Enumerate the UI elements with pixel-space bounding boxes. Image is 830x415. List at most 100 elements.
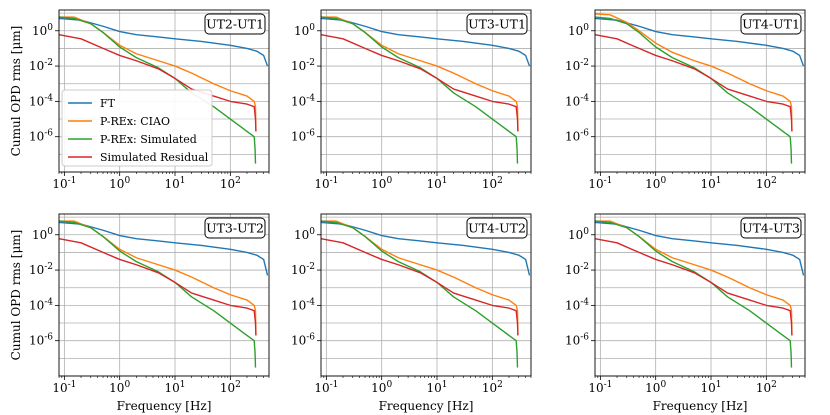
panel-ut3-ut2: 10-1 100 101 102 100 10-2 10-4 10-6 UT3-UT2 Frequ… bbox=[9, 213, 270, 413]
axes-frame bbox=[58, 9, 270, 173]
panel-title-box bbox=[204, 13, 266, 35]
legend-label: FT bbox=[100, 97, 116, 110]
x-tick-label: 102 bbox=[756, 176, 777, 191]
panel-title: UT2-UT1 bbox=[206, 17, 264, 32]
x-tick-label: 100 bbox=[371, 380, 392, 395]
x-tick-label: 10-1 bbox=[588, 176, 612, 191]
panel-title-box bbox=[740, 217, 802, 239]
series-line-ft bbox=[594, 221, 805, 276]
series-line-simulated-residual bbox=[58, 33, 257, 132]
y-tick-label: 100 bbox=[294, 227, 315, 242]
x-tick-label: 10-1 bbox=[588, 380, 612, 395]
series-line-p-rex-ciao bbox=[594, 13, 793, 132]
x-tick-label: 102 bbox=[220, 380, 241, 395]
x-axis-label: Frequency [Hz] bbox=[379, 399, 474, 413]
x-minor-ticks bbox=[58, 172, 270, 174]
panel-title-box bbox=[466, 217, 528, 239]
y-tick-label: 100 bbox=[294, 23, 315, 38]
x-tick-label: 100 bbox=[109, 176, 130, 191]
series-line-ft bbox=[58, 17, 269, 67]
y-tick-label: 100 bbox=[568, 23, 589, 38]
x-tick-label: 102 bbox=[482, 176, 503, 191]
panel-ut4-ut1: 10-1 100 101 102 100 10-2 10-4 10-6 UT4-UT1 bbox=[565, 9, 806, 191]
y-tick-label: 10-6 bbox=[565, 333, 589, 348]
x-tick-label: 10-1 bbox=[52, 380, 76, 395]
y-axis-label: Cumul OPD rms [μm] bbox=[9, 26, 23, 157]
grid bbox=[595, 214, 805, 377]
x-tick-label: 102 bbox=[756, 380, 777, 395]
series-line-ft bbox=[58, 221, 269, 276]
y-tick-label: 10-2 bbox=[291, 58, 315, 73]
x-tick-label: 10-1 bbox=[52, 176, 76, 191]
series-line-ft bbox=[594, 17, 805, 67]
series-group bbox=[594, 13, 805, 164]
legend-label: P-REx: Simulated bbox=[100, 133, 197, 146]
panel-title: UT4-UT2 bbox=[468, 221, 526, 236]
x-tick-label: 101 bbox=[164, 380, 185, 395]
x-tick-label: 101 bbox=[426, 176, 447, 191]
y-tick-label: 10-2 bbox=[29, 262, 53, 277]
series-line-p-rex-simulated bbox=[58, 220, 257, 368]
legend-label: Simulated Residual bbox=[100, 151, 209, 164]
y-tick-label: 10-4 bbox=[291, 93, 315, 108]
panel-title: UT4-UT3 bbox=[742, 221, 800, 236]
series-group bbox=[320, 16, 531, 164]
y-tick-label: 10-4 bbox=[29, 93, 53, 108]
x-tick-label: 10-1 bbox=[314, 176, 338, 191]
y-tick-label: 10-2 bbox=[291, 262, 315, 277]
panel-title: UT3-UT1 bbox=[468, 17, 526, 32]
legend: FT P-REx: CIAO P-REx: Simulated Simulated R… bbox=[61, 89, 213, 167]
legend-label: P-REx: CIAO bbox=[100, 115, 170, 128]
panel-title-box bbox=[204, 217, 266, 239]
y-tick-label: 10-6 bbox=[29, 129, 53, 144]
axes-frame bbox=[594, 9, 806, 173]
axes-frame bbox=[58, 213, 270, 377]
x-tick-label: 101 bbox=[700, 380, 721, 395]
y-tick-label: 100 bbox=[568, 227, 589, 242]
y-tick-label: 10-6 bbox=[291, 129, 315, 144]
legend-box bbox=[61, 89, 213, 167]
axes-frame bbox=[320, 213, 532, 377]
y-tick-label: 10-6 bbox=[291, 333, 315, 348]
panel-ut4-ut2: 10-1 100 101 102 100 10-2 10-4 10-6 UT4-UT2 Frequ… bbox=[291, 213, 532, 413]
x-axis-label: Frequency [Hz] bbox=[117, 399, 212, 413]
y-axis-label: Cumul OPD rms [μm] bbox=[9, 230, 23, 361]
y-tick-label: 10-4 bbox=[565, 93, 589, 108]
series-line-p-rex-simulated bbox=[320, 16, 519, 164]
panel-title: UT4-UT1 bbox=[742, 17, 800, 32]
panel-ut2-ut1: 10-1 100 101 102 100 10-2 10-4 10-6 UT2-UT1 Cumul… bbox=[9, 9, 270, 191]
y-tick-label: 10-2 bbox=[565, 262, 589, 277]
x-tick-label: 100 bbox=[371, 176, 392, 191]
series-group bbox=[58, 220, 269, 368]
panel-ut3-ut1: 10-1 100 101 102 100 10-2 10-4 10-6 UT3-UT1 bbox=[291, 9, 532, 191]
series-line-p-rex-simulated bbox=[594, 220, 793, 368]
series-group bbox=[58, 16, 269, 164]
y-tick-label: 100 bbox=[32, 227, 53, 242]
series-line-simulated-residual bbox=[594, 33, 793, 132]
panel-title-box bbox=[466, 13, 528, 35]
series-line-simulated-residual bbox=[320, 33, 519, 132]
series-line-ft bbox=[320, 17, 531, 67]
y-tick-label: 10-6 bbox=[565, 129, 589, 144]
x-tick-label: 100 bbox=[645, 176, 666, 191]
y-tick-label: 100 bbox=[32, 23, 53, 38]
axes-frame bbox=[594, 213, 806, 377]
y-tick-label: 10-6 bbox=[29, 333, 53, 348]
x-tick-label: 100 bbox=[645, 380, 666, 395]
series-line-p-rex-simulated bbox=[320, 220, 519, 368]
panel-title: UT3-UT2 bbox=[206, 221, 264, 236]
panel-ut4-ut3: 10-1 100 101 102 100 10-2 10-4 10-6 UT4-UT3 Frequ… bbox=[565, 213, 806, 413]
x-tick-label: 102 bbox=[220, 176, 241, 191]
y-tick-label: 10-4 bbox=[565, 297, 589, 312]
series-line-p-rex-simulated bbox=[594, 16, 793, 164]
series-group bbox=[320, 220, 531, 368]
x-tick-label: 100 bbox=[109, 380, 130, 395]
panel-title-box bbox=[740, 13, 802, 35]
y-tick-label: 10-4 bbox=[291, 297, 315, 312]
panels-group: 10-1 100 101 102 100 10-2 10-4 10-6 UT2-UT1 Cumul… bbox=[9, 9, 806, 413]
series-line-simulated-residual bbox=[320, 237, 519, 336]
x-tick-label: 101 bbox=[700, 176, 721, 191]
axes-frame bbox=[320, 9, 532, 173]
x-tick-label: 102 bbox=[482, 380, 503, 395]
